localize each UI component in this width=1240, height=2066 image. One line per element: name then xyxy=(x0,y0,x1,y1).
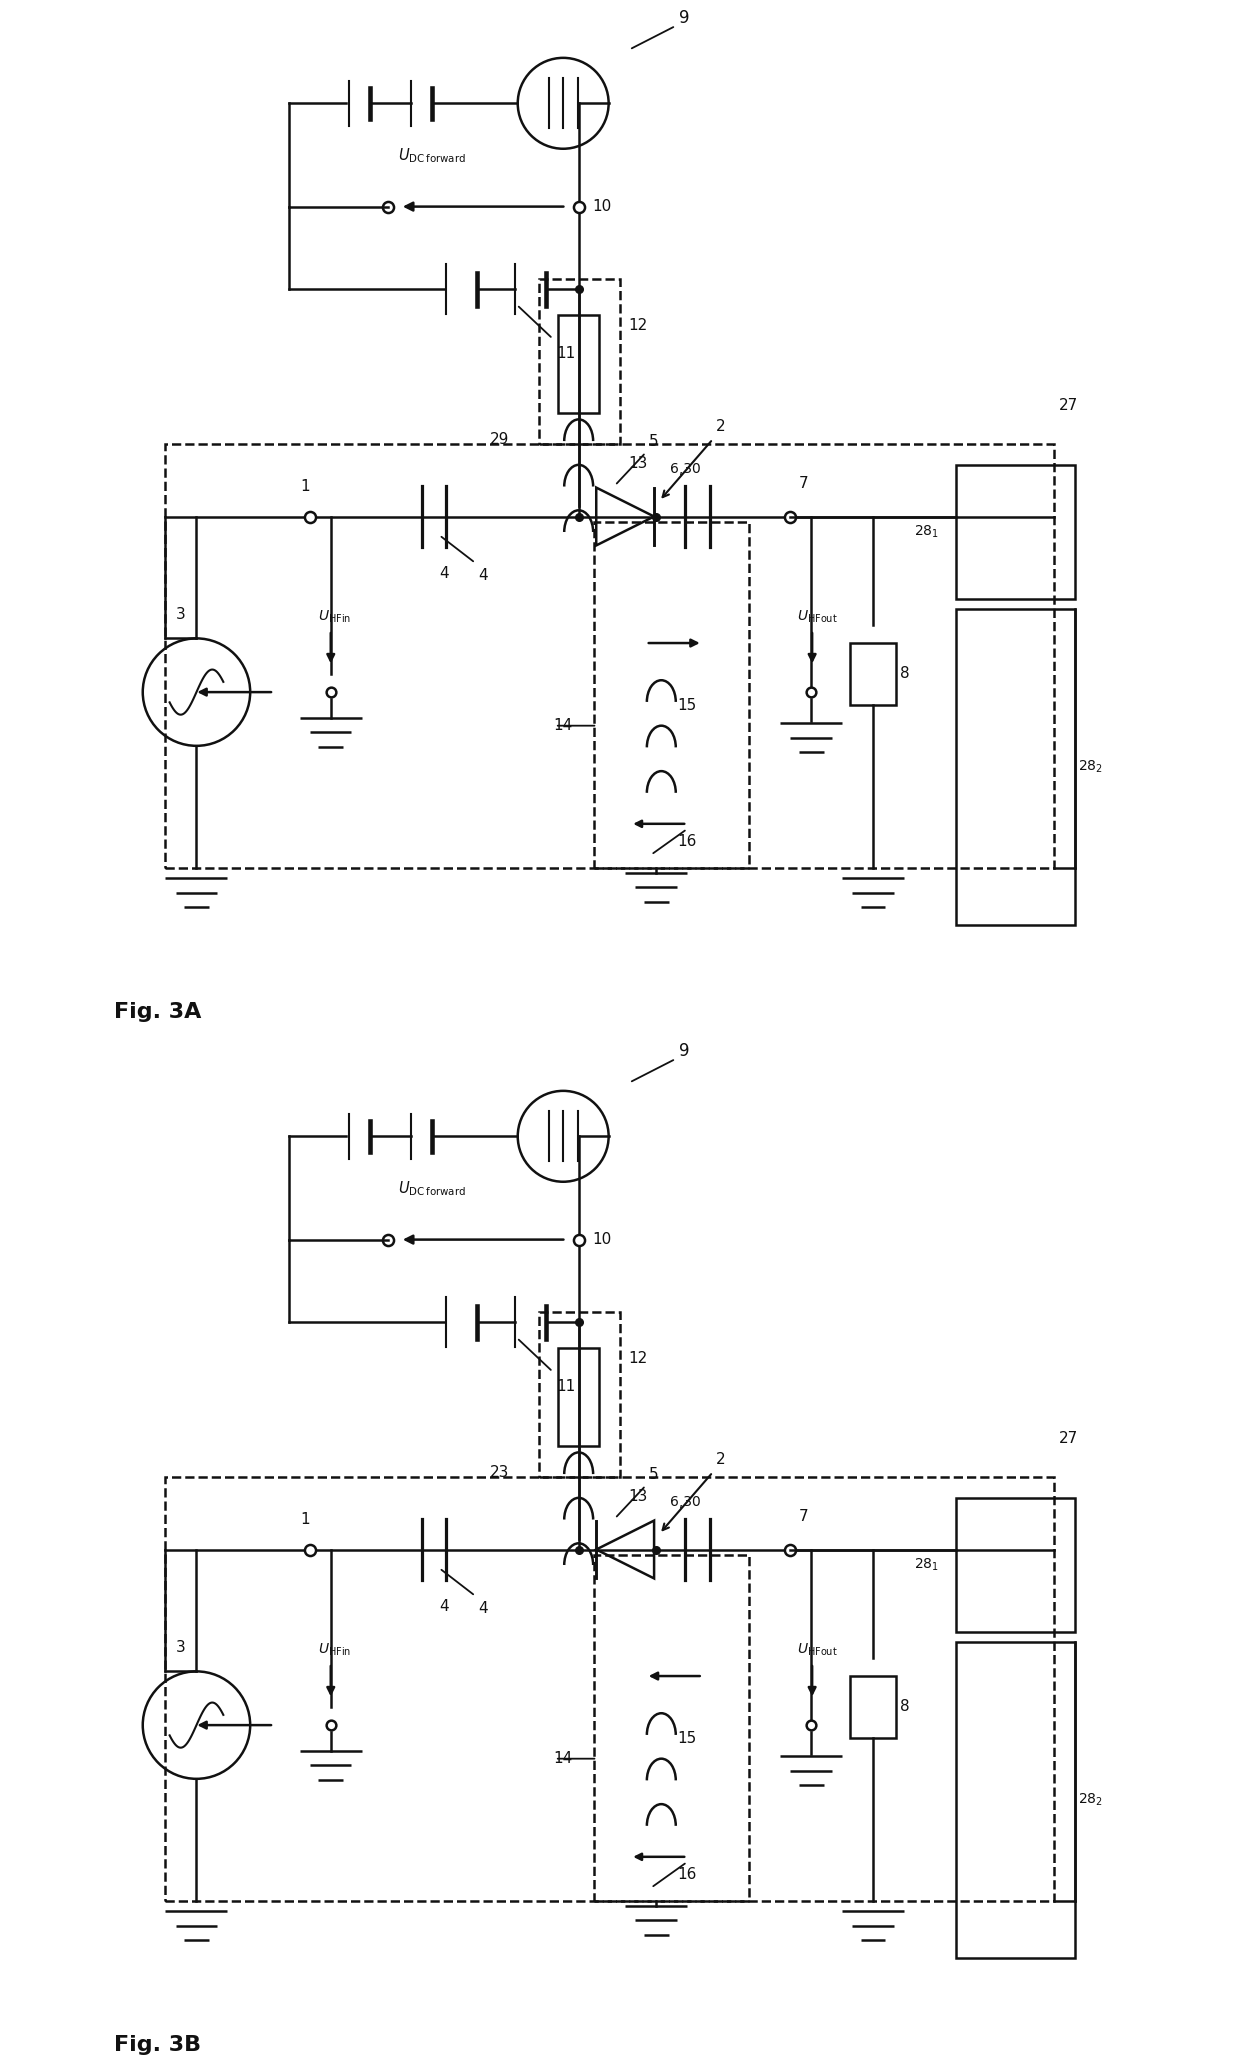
Text: 23: 23 xyxy=(490,1465,510,1479)
Text: 11: 11 xyxy=(556,345,575,362)
Text: 27: 27 xyxy=(1059,1432,1079,1446)
Text: 4: 4 xyxy=(479,568,489,583)
Text: 15: 15 xyxy=(677,1731,696,1746)
Bar xyxy=(956,1642,1075,1959)
Text: $U_{\mathrm{DC\,forward}}$: $U_{\mathrm{DC\,forward}}$ xyxy=(398,147,466,165)
Text: 9: 9 xyxy=(678,1041,689,1060)
Bar xyxy=(851,643,895,705)
Text: 1: 1 xyxy=(300,479,310,494)
Text: $U_{\mathrm{HFout}}$: $U_{\mathrm{HFout}}$ xyxy=(796,609,837,624)
Text: 4: 4 xyxy=(439,1599,449,1614)
Text: $U_{\mathrm{DC\,forward}}$: $U_{\mathrm{DC\,forward}}$ xyxy=(398,1180,466,1198)
Text: 13: 13 xyxy=(629,457,647,471)
Bar xyxy=(956,609,1075,926)
Text: 14: 14 xyxy=(553,719,572,733)
Text: 11: 11 xyxy=(556,1380,575,1395)
Text: 1: 1 xyxy=(300,1512,310,1527)
Text: 6,30: 6,30 xyxy=(670,1496,701,1508)
Text: 2: 2 xyxy=(715,419,725,434)
Text: $28_1$: $28_1$ xyxy=(914,1558,940,1572)
Text: 8: 8 xyxy=(900,1698,910,1715)
Bar xyxy=(558,1349,599,1446)
Text: Fig. 3B: Fig. 3B xyxy=(114,2035,201,2056)
Text: 14: 14 xyxy=(553,1752,572,1766)
Text: 3: 3 xyxy=(176,1640,186,1655)
Text: 4: 4 xyxy=(439,566,449,581)
Text: 12: 12 xyxy=(629,1351,647,1366)
Text: 7: 7 xyxy=(799,1508,808,1525)
Text: 5: 5 xyxy=(649,434,658,450)
Text: $28_2$: $28_2$ xyxy=(1078,758,1102,775)
Text: 12: 12 xyxy=(629,318,647,333)
Text: $U_{\mathrm{HFin}}$: $U_{\mathrm{HFin}}$ xyxy=(319,609,351,624)
Bar xyxy=(956,1498,1075,1632)
Text: 8: 8 xyxy=(900,665,910,682)
Text: 3: 3 xyxy=(176,607,186,622)
Text: 27: 27 xyxy=(1059,399,1079,413)
Text: 16: 16 xyxy=(677,835,696,849)
Text: 6,30: 6,30 xyxy=(670,463,701,475)
Text: 5: 5 xyxy=(649,1467,658,1483)
Bar xyxy=(956,465,1075,599)
Text: 4: 4 xyxy=(479,1601,489,1616)
Text: 13: 13 xyxy=(629,1490,647,1504)
Text: 9: 9 xyxy=(678,8,689,27)
Text: 10: 10 xyxy=(593,198,611,215)
Text: $28_1$: $28_1$ xyxy=(914,525,940,539)
Bar xyxy=(558,314,599,413)
Text: 10: 10 xyxy=(593,1231,611,1248)
Text: 16: 16 xyxy=(677,1868,696,1882)
Text: Fig. 3A: Fig. 3A xyxy=(114,1002,201,1023)
Bar xyxy=(851,1676,895,1738)
Text: $U_{\mathrm{HFin}}$: $U_{\mathrm{HFin}}$ xyxy=(319,1642,351,1657)
Text: 2: 2 xyxy=(715,1452,725,1467)
Text: $U_{\mathrm{HFout}}$: $U_{\mathrm{HFout}}$ xyxy=(796,1642,837,1657)
Text: 29: 29 xyxy=(490,432,510,446)
Text: 15: 15 xyxy=(677,698,696,713)
Text: 7: 7 xyxy=(799,475,808,490)
Text: $28_2$: $28_2$ xyxy=(1078,1791,1102,1808)
